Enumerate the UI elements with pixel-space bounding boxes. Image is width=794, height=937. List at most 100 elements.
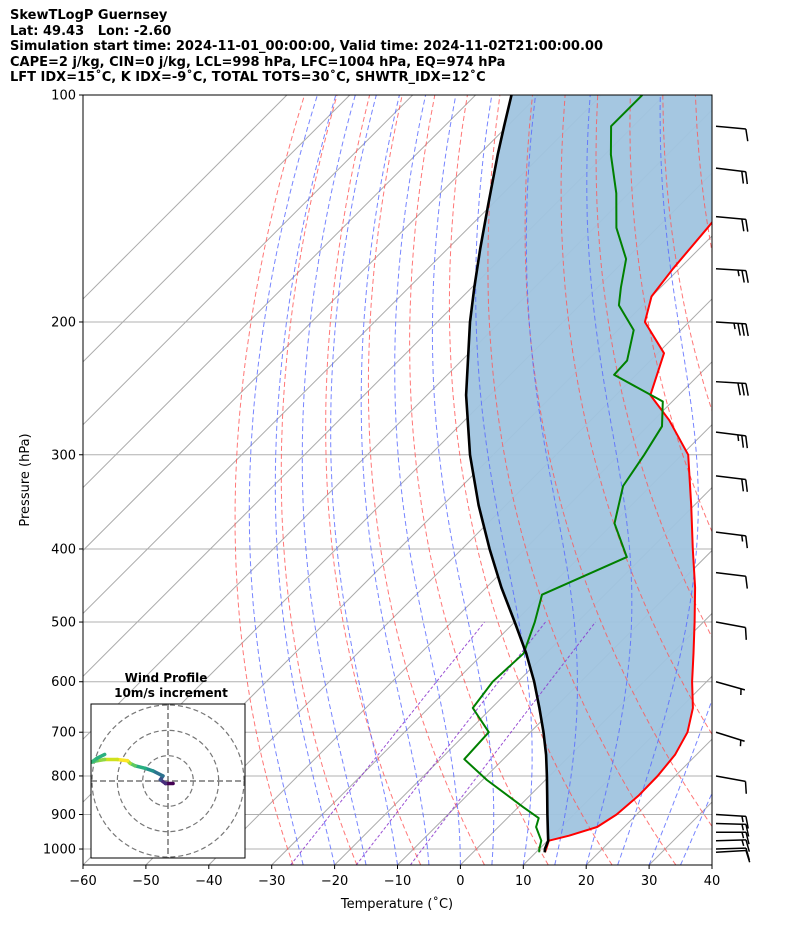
barb-staff	[715, 215, 746, 221]
time-line: Simulation start time: 2024-11-01_00:00:…	[10, 39, 603, 54]
x-tick-label: −50	[132, 874, 159, 889]
barb-flag	[744, 627, 748, 640]
isotherm	[83, 95, 288, 300]
wind-barb	[715, 268, 749, 283]
isotherm	[334, 486, 712, 865]
barb-half-flag	[741, 832, 745, 839]
barb-staff	[715, 475, 746, 481]
x-tick-label: −30	[258, 874, 285, 889]
profile-layer	[463, 95, 712, 853]
barb-flag	[741, 270, 745, 283]
moist-adiabat	[431, 95, 495, 865]
hodograph-frame	[90, 703, 246, 859]
y-tick-label: 900	[51, 808, 76, 823]
barb-staff	[715, 681, 746, 691]
dry-adiabat	[325, 95, 422, 865]
wind-barb	[715, 813, 749, 829]
mixing-ratio-line	[355, 621, 546, 865]
isotherm	[83, 95, 476, 489]
barb-flag	[745, 824, 750, 837]
dry-adiabat	[367, 95, 485, 865]
y-tick-label: 400	[51, 542, 76, 557]
barb-staff	[715, 125, 746, 130]
moist-adiabat	[525, 95, 578, 865]
moist-adiabat	[585, 95, 633, 865]
barb-staff	[715, 321, 746, 325]
wind-barb	[715, 849, 751, 863]
x-axis-label: Temperature (˚C)	[340, 896, 453, 912]
barb-flag	[745, 816, 749, 829]
index-line: LFT IDX=15˚C, K IDX=-9˚C, TOTAL TOTS=30˚…	[10, 70, 486, 85]
mixing-ratio-line	[409, 621, 596, 865]
moist-adiabat	[680, 791, 712, 865]
y-tick-label: 700	[51, 726, 76, 741]
barb-flag	[741, 478, 745, 492]
isotherm	[711, 864, 712, 865]
barb-half-flag	[741, 839, 745, 847]
barb-flag	[745, 479, 749, 492]
barb-flag	[745, 847, 751, 861]
wind-barb	[715, 775, 748, 794]
x-tick-label: −60	[69, 874, 96, 889]
x-tick-label: −10	[384, 874, 411, 889]
hodograph-title: Wind Profile	[125, 671, 208, 685]
wind-barb	[715, 839, 751, 852]
isotherm	[83, 95, 351, 363]
cape-area	[466, 95, 712, 853]
barb-staff	[715, 822, 747, 826]
barb-flag	[741, 435, 745, 448]
barb-flag	[745, 576, 749, 589]
moist-adiabat	[248, 95, 318, 865]
wind-barb	[715, 431, 749, 449]
hodograph-subtitle: 10m/s increment	[114, 686, 228, 700]
y-tick-label: 800	[51, 769, 76, 784]
moist-adiabat	[274, 95, 337, 865]
barb-half-flag	[737, 434, 740, 442]
y-tick-label: 1000	[43, 843, 76, 858]
moist-adiabat	[617, 95, 699, 865]
wind-barb	[715, 847, 751, 861]
wind-barb	[716, 831, 750, 845]
barb-flag	[737, 382, 741, 396]
mixing-ratio-line	[290, 621, 485, 865]
barb-staff	[715, 839, 747, 842]
dry-adiabat	[487, 95, 677, 865]
y-tick-label: 100	[51, 89, 76, 104]
x-tick-label: −20	[321, 874, 348, 889]
x-tick-label: 30	[641, 874, 658, 889]
wind-barb	[715, 215, 749, 232]
wind-barb	[715, 475, 749, 492]
barb-flag	[741, 218, 745, 232]
y-tick-label: 200	[51, 315, 76, 330]
barb-staff	[715, 167, 746, 173]
barb-staff	[715, 268, 746, 272]
x-tick-label: 0	[456, 874, 464, 889]
moist-adiabat	[330, 95, 398, 865]
barb-staff	[715, 775, 746, 783]
barb-flag	[745, 435, 749, 449]
x-tick-label: 40	[704, 874, 721, 889]
barb-flag	[741, 323, 745, 336]
dry-adiabat	[234, 95, 305, 865]
barb-staff	[715, 571, 746, 578]
temperature-line	[543, 220, 712, 853]
barb-flag	[745, 383, 749, 396]
hodograph-segment	[95, 752, 107, 760]
title-line: SkewTLogP Guernsey	[10, 8, 168, 23]
wind-barb	[715, 822, 750, 837]
barb-flag	[741, 383, 745, 396]
barb-staff	[715, 813, 746, 818]
barb-half-flag	[733, 322, 736, 330]
moist-adiabat	[301, 95, 367, 865]
barb-staff	[715, 380, 746, 385]
wind-barb	[715, 681, 746, 696]
hodograph-segment	[151, 769, 165, 778]
dry-adiabat	[761, 95, 794, 865]
y-tick-label: 300	[51, 448, 76, 463]
dry-adiabat	[595, 95, 712, 639]
hodograph	[91, 704, 245, 858]
wind-barbs	[715, 125, 751, 863]
wind-barb	[715, 321, 749, 337]
x-tick-label: 10	[515, 874, 532, 889]
